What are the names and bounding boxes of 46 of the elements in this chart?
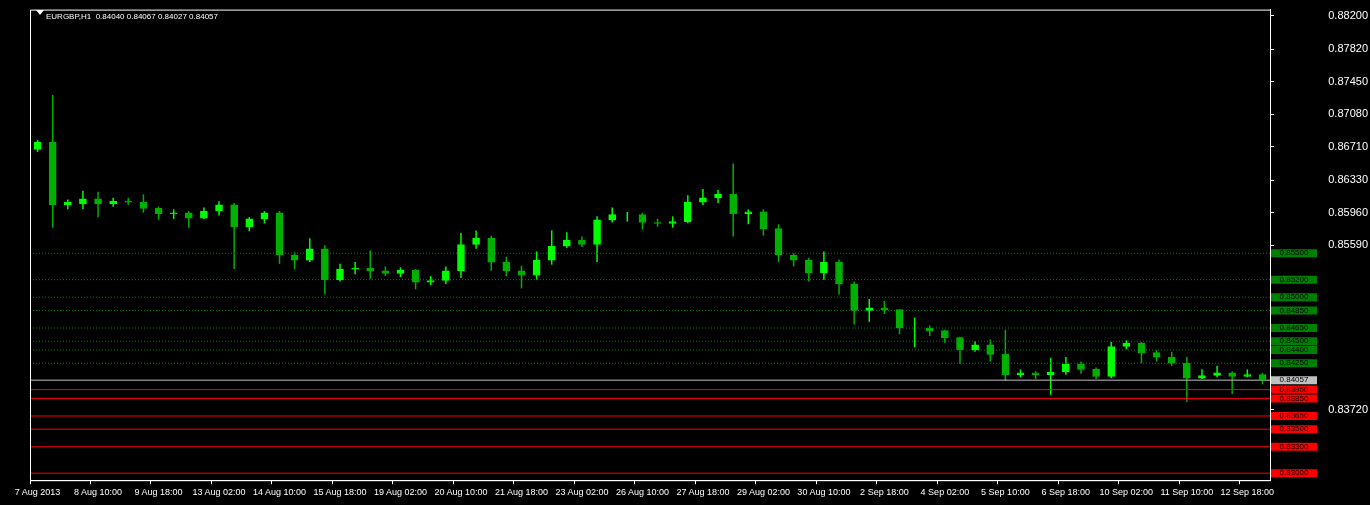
y-tick-label: 0.85960 (1328, 205, 1368, 218)
x-tick-label: 9 Aug 18:00 (134, 487, 183, 498)
y-tick-label: 0.86710 (1328, 139, 1368, 152)
x-tick-label: 26 Aug 10:00 (615, 487, 669, 498)
x-tick-label: 11 Sep 10:00 (1160, 487, 1214, 498)
x-tick-label: 20 Aug 10:00 (434, 487, 488, 498)
y-tick-label: 0.86330 (1328, 173, 1368, 186)
ref-line-label: 0.83500 (1279, 424, 1310, 434)
x-tick-label: 4 Sep 02:00 (920, 487, 970, 498)
ref-line-label: 0.83850 (1279, 393, 1310, 403)
x-tick-label: 14 Aug 10:00 (252, 487, 307, 498)
ref-line-label: 0.83950 (1279, 384, 1310, 394)
x-tick-label: 12 Sep 18:00 (1220, 487, 1275, 498)
y-tick-label: 0.87450 (1328, 74, 1368, 87)
x-tick-label: 27 Aug 18:00 (676, 487, 730, 498)
ref-line-label: 0.84057 (1279, 375, 1310, 385)
ref-line-label: 0.84500 (1279, 336, 1310, 346)
x-tick-label: 5 Sep 10:00 (981, 487, 1030, 498)
y-tick-label: 0.87080 (1328, 107, 1368, 120)
x-tick-label: 15 Aug 18:00 (313, 487, 367, 498)
ref-line-label: 0.84850 (1279, 305, 1310, 315)
x-tick-label: 10 Sep 02:00 (1099, 487, 1154, 498)
x-tick-label: 6 Sep 18:00 (1041, 487, 1091, 498)
ref-line-label: 0.85500 (1279, 248, 1310, 258)
ref-line-label: 0.85200 (1279, 274, 1310, 284)
ref-line-label: 0.84650 (1279, 323, 1310, 333)
y-tick-label: 0.88200 (1328, 8, 1368, 21)
x-tick-label: 7 Aug 2013 (14, 487, 61, 498)
ref-line-label: 0.83300 (1279, 441, 1310, 451)
x-tick-label: 30 Aug 10:00 (797, 487, 851, 498)
x-tick-label: 8 Aug 10:00 (74, 487, 123, 498)
x-tick-label: 19 Aug 02:00 (373, 487, 428, 498)
x-tick-label: 23 Aug 02:00 (555, 487, 609, 498)
ref-line-label: 0.83650 (1279, 411, 1310, 421)
ref-line-label: 0.84250 (1279, 358, 1310, 368)
x-tick-label: 13 Aug 02:00 (192, 487, 246, 498)
chart-title: EURGBP,H1 0.84040 0.84067 0.84027 0.84057 (46, 11, 219, 21)
x-tick-label: 21 Aug 18:00 (494, 487, 548, 498)
y-tick-label: 0.85590 (1328, 238, 1368, 251)
x-tick-label: 2 Sep 18:00 (860, 487, 909, 498)
ref-line-label: 0.85000 (1279, 292, 1310, 302)
x-tick-label: 29 Aug 02:00 (736, 487, 790, 498)
ref-line-label: 0.83000 (1279, 468, 1310, 478)
ref-line-label: 0.84400 (1279, 345, 1310, 355)
y-tick-label: 0.87820 (1328, 42, 1368, 55)
y-tick-label: 0.83720 (1328, 402, 1368, 415)
